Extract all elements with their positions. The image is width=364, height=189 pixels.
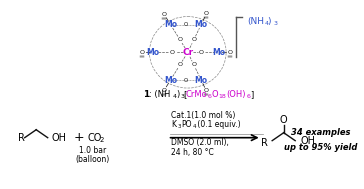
Text: R: R xyxy=(18,133,25,143)
Text: O: O xyxy=(204,11,209,16)
Text: O: O xyxy=(191,62,196,67)
Text: 18: 18 xyxy=(218,94,226,99)
Text: 24 h, 80 °C: 24 h, 80 °C xyxy=(171,148,214,157)
Text: DMSO (2.0 ml),: DMSO (2.0 ml), xyxy=(171,138,229,147)
Text: 3: 3 xyxy=(273,21,277,26)
Text: Mo: Mo xyxy=(212,48,225,57)
Text: O: O xyxy=(178,37,182,42)
Text: O: O xyxy=(184,22,188,27)
Text: PO: PO xyxy=(181,120,191,129)
Text: 4: 4 xyxy=(193,124,196,129)
Text: 4: 4 xyxy=(173,94,177,99)
Text: O: O xyxy=(139,50,144,55)
Text: (OH): (OH) xyxy=(226,91,246,99)
Text: Cat.1(1.0 mol %): Cat.1(1.0 mol %) xyxy=(171,111,236,120)
Text: Mo: Mo xyxy=(164,20,177,29)
Text: OH: OH xyxy=(52,133,67,143)
Text: 2: 2 xyxy=(99,137,104,143)
Text: [: [ xyxy=(183,91,186,99)
Text: O: O xyxy=(191,37,196,42)
Text: K: K xyxy=(171,120,177,129)
Text: O: O xyxy=(184,78,188,83)
Text: 6: 6 xyxy=(208,94,212,99)
Text: ): ) xyxy=(176,91,179,99)
Text: O: O xyxy=(199,50,204,55)
Text: O: O xyxy=(162,88,167,93)
Text: (NH: (NH xyxy=(247,17,264,26)
Text: up to 95% yield: up to 95% yield xyxy=(284,143,358,152)
Text: O: O xyxy=(204,88,209,93)
Text: CO: CO xyxy=(87,133,102,143)
Text: 3: 3 xyxy=(177,124,181,129)
Text: : (NH: : (NH xyxy=(149,91,171,99)
Text: (balloon): (balloon) xyxy=(76,155,110,164)
Text: R: R xyxy=(261,138,268,148)
Text: ): ) xyxy=(268,17,271,26)
Text: O: O xyxy=(228,50,233,55)
Text: O: O xyxy=(280,115,288,125)
Text: Mo: Mo xyxy=(147,48,160,57)
Text: OH: OH xyxy=(301,136,316,146)
Text: +: + xyxy=(74,131,85,144)
Text: 1.0 bar: 1.0 bar xyxy=(79,146,106,155)
Text: 4: 4 xyxy=(265,21,269,26)
Text: CrMo: CrMo xyxy=(186,91,207,99)
Text: 6: 6 xyxy=(246,94,250,99)
Text: Cr: Cr xyxy=(182,48,193,57)
Text: 3: 3 xyxy=(180,94,184,99)
Text: 1: 1 xyxy=(143,91,149,99)
Text: O: O xyxy=(170,50,175,55)
Text: 34 examples: 34 examples xyxy=(291,128,351,137)
Text: O: O xyxy=(212,91,218,99)
Text: ]: ] xyxy=(250,91,253,99)
Text: O: O xyxy=(162,12,167,17)
Text: Mo: Mo xyxy=(195,76,208,85)
Text: (0.1 equiv.): (0.1 equiv.) xyxy=(195,120,241,129)
Text: Mo: Mo xyxy=(164,76,177,85)
Text: Mo: Mo xyxy=(195,20,208,29)
Text: O: O xyxy=(178,62,182,67)
